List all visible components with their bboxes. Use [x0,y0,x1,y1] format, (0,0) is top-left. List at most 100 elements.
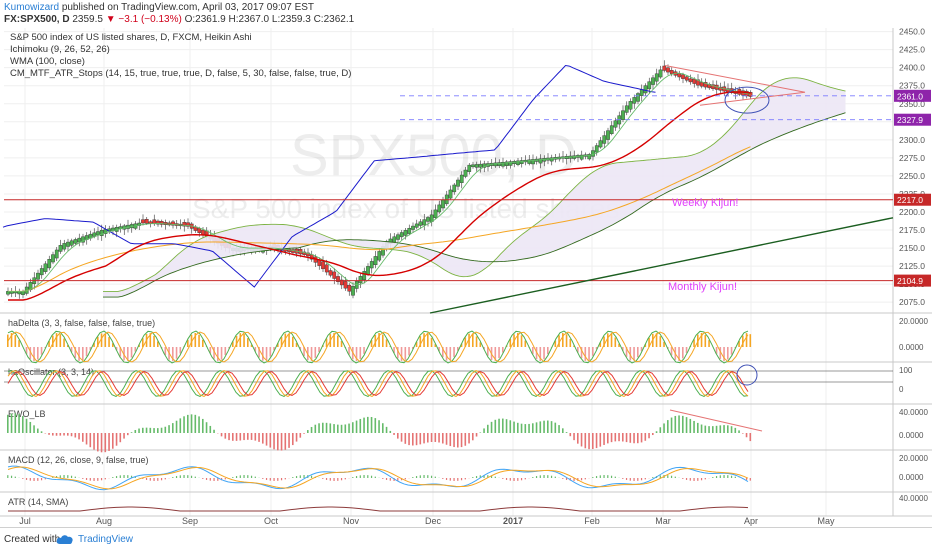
macd-histogram-bar [273,478,274,481]
ewo-bar [630,433,632,443]
y-tick-label: 2425.0 [899,45,925,55]
hadelta-bar [315,347,317,358]
ewo-bar [307,430,309,433]
ewo-bar [206,422,208,433]
ewo-bar [15,413,17,433]
ewo-bar [412,433,414,446]
candle [471,165,474,167]
hadelta-bar [60,334,62,347]
tradingview-link[interactable]: TradingView [78,528,133,551]
macd-histogram-bar [240,475,241,478]
hadelta-bar [750,334,752,347]
weekly-kijun-label: Weekly Kijun! [672,197,738,209]
ewo-bar [510,420,512,433]
macd-histogram-bar [300,475,301,478]
macd-histogram-bar [213,478,214,481]
x-tick-label: Apr [744,516,758,526]
legend-ichimoku[interactable]: Ichimoku (9, 26, 52, 26) [10,44,110,56]
ewo-bar [600,433,602,447]
candle [198,228,201,232]
candle [434,210,437,218]
indicator-tick-label: 0.0000 [899,473,924,482]
macd-histogram-bar [596,476,597,478]
ewo-bar [67,433,69,436]
ewo-bar [731,426,733,433]
ewo-bar [645,433,647,441]
ewo-bar [397,433,399,439]
ewo-bar [431,433,433,442]
ewo-bar [476,433,478,437]
macd-histogram-bar [427,475,428,478]
ewo-bar [243,433,245,440]
ewo-bar [86,433,88,444]
ewo-bar [570,433,572,436]
macd-histogram-bar [90,478,91,481]
macd-histogram-bar [697,478,698,481]
macd-histogram-bar [202,478,203,479]
macd-histogram-bar [176,476,177,478]
ewo-bar [697,423,699,433]
ewo-bar [656,431,658,433]
macd-histogram-bar [551,476,552,478]
macd-histogram-bar [7,475,8,478]
ewo-bar [30,422,32,433]
macd-histogram-bar [322,478,323,479]
macd-histogram-bar [592,477,593,478]
candle [74,239,77,243]
candle [651,78,654,85]
ewo-bar [97,433,99,451]
ewo-bar [330,423,332,433]
atr-line [8,507,748,511]
candle [141,220,144,223]
indicator-tick-label: 40.0000 [899,494,928,503]
candle [666,68,669,72]
ewo-bar [281,433,283,451]
ewo-bar [266,433,268,446]
candle [614,121,617,128]
x-tick-label: Dec [425,516,442,526]
macd-histogram-bar [585,478,586,479]
macd-histogram-bar [465,478,466,479]
ewo-bar [453,433,455,447]
ewo-bar [581,433,583,446]
hadelta-bar [288,333,290,347]
candle [438,205,441,212]
legend-atr-stops[interactable]: CM_MTF_ATR_Stops (14, 15, true, true, tr… [10,68,351,80]
hadelta-bar [202,340,204,347]
ewo-bar [270,433,272,448]
hadelta-bar [423,333,425,347]
macd-histogram-bar [727,475,728,478]
hadelta-bar [727,347,729,359]
ewo-bar [555,423,557,433]
ewo-bar [172,423,174,433]
macd-histogram-bar [333,478,334,481]
ewo-bar [232,433,234,441]
macd-histogram-bar [603,475,604,478]
candle [393,237,396,242]
hadelta-bar [405,347,407,360]
hadelta-bar [270,347,272,357]
ewo-bar [457,433,459,447]
macd-histogram-bar [281,478,282,480]
hadelta-bar [108,337,110,347]
macd-histogram-bar [326,478,327,480]
macd-histogram-bar [431,476,432,478]
ewo-bar [120,433,122,442]
ewo-bar [390,431,392,433]
ewo-bar [547,421,549,433]
macd-histogram-bar [191,476,192,478]
ewo-bar [618,433,620,441]
candle [415,224,418,228]
candle [456,180,459,186]
macd-histogram-bar [93,478,94,481]
ewo-bar [465,433,467,446]
macd-histogram-bar [330,478,331,481]
macd-histogram-bar [37,478,38,481]
macd-histogram-bar [435,477,436,478]
candle [329,271,332,276]
legend-wma[interactable]: WMA (100, close) [10,56,85,68]
hadelta-bar [153,336,155,347]
macd-histogram-bar [581,478,582,480]
hadelta-bar [588,347,590,360]
ewo-bar [292,433,294,445]
